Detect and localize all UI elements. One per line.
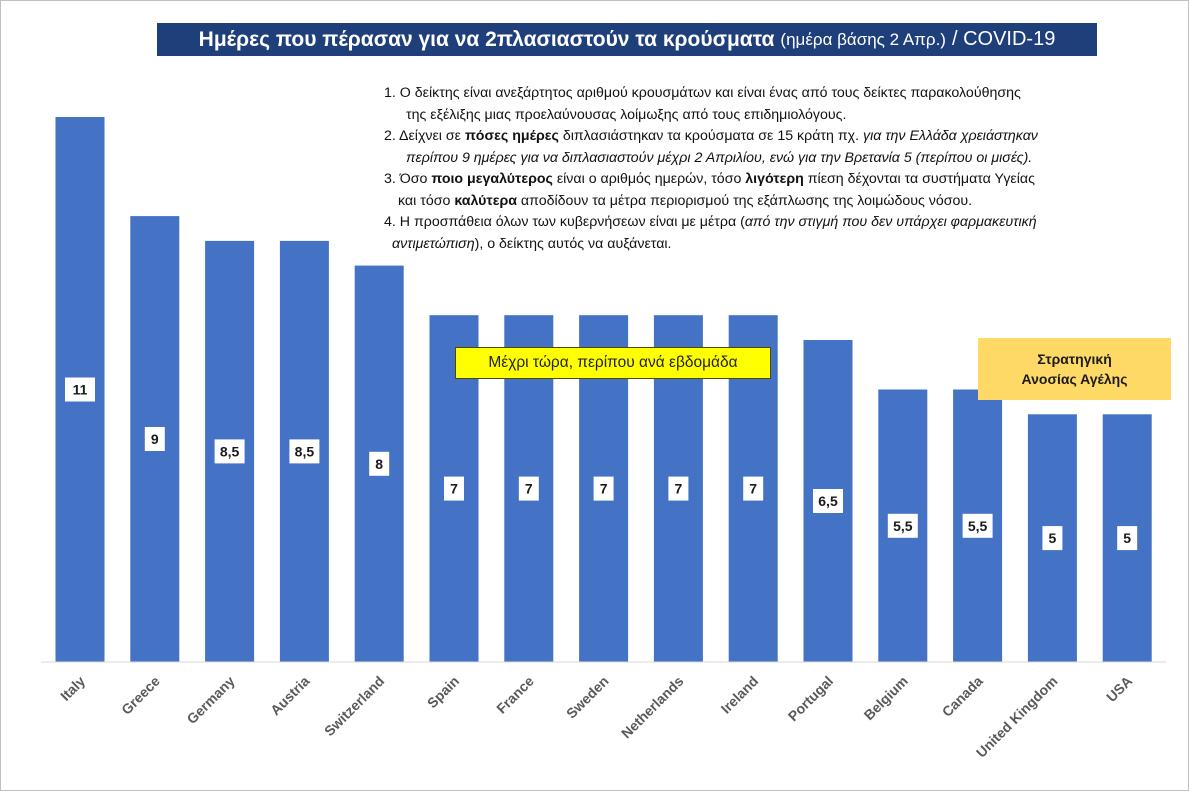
value-label-box-germany [214,439,245,464]
value-label-canada: 5,5 [962,513,993,538]
note-4-part-4: ), ο δείκτης αυτός να αυξάνεται. [474,235,672,252]
callout-weekly-text: Μέχρι τώρα, περίπου ανά εβδομάδα [488,354,738,371]
category-tick-spain: Spain [424,673,462,711]
note-1-part-2: της εξέλιξης μιας προελαύνουσας λοίμωξης… [406,106,847,123]
value-label-united-kingdom: 5 [1042,526,1063,551]
note-3-part-4: λιγότερη [745,171,804,187]
value-label-text-portugal: 6,5 [818,493,838,509]
value-label-box-france [518,476,539,501]
chart-title-sub: (ημέρα βάσης 2 Απρ.) [780,29,946,49]
category-ticks-layer: Italy Greece Germany Austria Switzerland Spai… [57,673,1135,761]
category-tick-netherlands: Netherlands [618,673,687,742]
value-label-text-france: 7 [525,481,533,497]
category-tick-germany: Germany [183,673,237,727]
callout-herd-immunity: Στρατηγική Ανοσίας Αγέλης [978,338,1171,400]
note-3-part-3: είναι ο αριθμός ημερών, τόσο [552,171,746,187]
value-label-box-austria [289,439,320,464]
value-label-text-canada: 5,5 [968,518,988,534]
category-tick-usa: USA [1103,673,1135,705]
value-label-spain: 7 [444,476,464,501]
category-tick-portugal: Portugal [785,673,836,724]
callout-weekly: Μέχρι τώρα, περίπου ανά εβδομάδα [455,347,771,379]
category-tick-united-kingdom: United Kingdom [973,673,1061,761]
value-label-box-switzerland [369,451,390,476]
value-labels-layer: 11 9 8,5 8,5 8 7 7 7 7 7 6,5 5,5 5,5 5 5 [65,377,1138,551]
value-label-box-usa [1117,526,1138,551]
value-label-text-austria: 8,5 [295,443,315,459]
value-label-text-netherlands: 7 [675,481,683,497]
value-label-text-sweden: 7 [600,481,608,497]
value-label-text-usa: 5 [1123,530,1131,546]
note-3-part-7: καλύτερα [454,192,517,209]
value-label-italy: 11 [65,377,95,402]
value-label-box-greece [144,427,165,451]
value-label-box-netherlands [668,476,689,501]
value-label-germany: 8,5 [214,439,245,464]
value-label-france: 7 [518,476,539,501]
note-3-part-6: και τόσο [398,192,455,209]
callout-herd-immunity-line1: Στρατηγική [1037,351,1112,367]
value-label-text-germany: 8,5 [220,443,240,459]
note-2-part-2: πόσες ημέρες [464,128,559,144]
value-label-box-canada [962,513,993,538]
value-label-text-belgium: 5,5 [893,518,913,534]
note-4-part-1: 4. Η προσπάθεια όλων των κυβερνήσεων είν… [384,214,745,230]
note-3-part-2: ποιο μεγαλύτερος [431,171,553,187]
note-2-part-5: περίπου 9 ημέρες για να διπλασιαστούν μέ… [406,149,1033,166]
category-tick-france: France [493,673,537,717]
value-label-box-spain [444,476,464,501]
value-label-switzerland: 8 [369,451,390,476]
category-tick-sweden: Sweden [563,673,612,722]
value-label-belgium: 5,5 [887,513,918,538]
note-4: 4. Η προσπάθεια όλων των κυβερνήσεων είν… [384,212,1184,255]
note-1-part-1: 1. Ο δείκτης είναι ανεξάρτητος αριθμού κ… [384,85,1021,101]
category-tick-switzerland: Switzerland [321,673,387,739]
value-label-box-sweden [593,476,614,501]
value-label-text-ireland: 7 [749,481,757,497]
note-3-line-2: και τόσο καλύτερα αποδίδουν τα μέτρα περ… [384,191,1184,213]
note-2-part-1: 2. Δείχνει σε [384,128,465,144]
value-label-text-italy: 11 [73,382,88,398]
value-label-usa: 5 [1117,526,1138,551]
category-tick-ireland: Ireland [718,673,762,717]
value-label-text-spain: 7 [450,481,458,497]
value-label-greece: 9 [144,427,165,451]
note-2-part-4: για την Ελλάδα χρειάστηκαν [862,128,1038,144]
value-label-portugal: 6,5 [813,489,843,513]
value-label-text-greece: 9 [151,431,159,447]
callout-herd-immunity-line2: Ανοσίας Αγέλης [1021,371,1128,387]
value-label-box-ireland [743,476,764,501]
value-label-box-italy [65,377,95,402]
notes-block: 1. Ο δείκτης είναι ανεξάρτητος αριθμού κ… [384,83,1184,255]
note-4-line-2: αντιμετώπιση), ο δείκτης αυτός να αυξάνε… [384,234,1184,256]
note-3: 3. Όσο ποιο μεγαλύτερος είναι ο αριθμός … [384,169,1184,212]
value-label-austria: 8,5 [289,439,320,464]
note-3-part-5: πίεση δέχονται τα συστήματα Υγείας [803,171,1035,187]
category-tick-greece: Greece [118,673,163,718]
value-label-netherlands: 7 [668,476,689,501]
value-label-box-belgium [887,513,918,538]
value-label-text-united-kingdom: 5 [1049,530,1057,546]
note-4-part-2: από την στιγμή που δεν υπάρχει φαρμακευτ… [744,214,1037,230]
category-tick-austria: Austria [267,673,313,719]
value-label-box-portugal [813,489,843,513]
note-2: 2. Δείχνει σε πόσες ημέρες διπλασιάστηκα… [384,126,1184,169]
category-tick-canada: Canada [939,673,986,720]
chart-title-tail: / COVID-19 [951,28,1056,50]
category-tick-belgium: Belgium [861,673,911,723]
value-label-text-switzerland: 8 [375,456,383,472]
note-4-part-3: αντιμετώπιση [392,235,475,252]
chart-title-main: Ημέρες που πέρασαν για να 2πλασιαστούν τ… [198,27,775,51]
value-label-box-united-kingdom [1042,526,1063,551]
value-label-ireland: 7 [743,476,764,501]
category-tick-italy: Italy [57,673,88,704]
value-label-sweden: 7 [593,476,614,501]
note-3-part-1: 3. Όσο [384,171,432,187]
note-3-part-8: αποδίδουν τα μέτρα περιορισμού της εξάπλ… [516,192,973,209]
chart-title: Ημέρες που πέρασαν για να 2πλασιαστούν τ… [157,23,1097,56]
note-2-part-3: διπλασιάστηκαν τα κρούσματα σε 15 κράτη … [558,128,863,144]
note-1: 1. Ο δείκτης είναι ανεξάρτητος αριθμού κ… [384,83,1184,126]
